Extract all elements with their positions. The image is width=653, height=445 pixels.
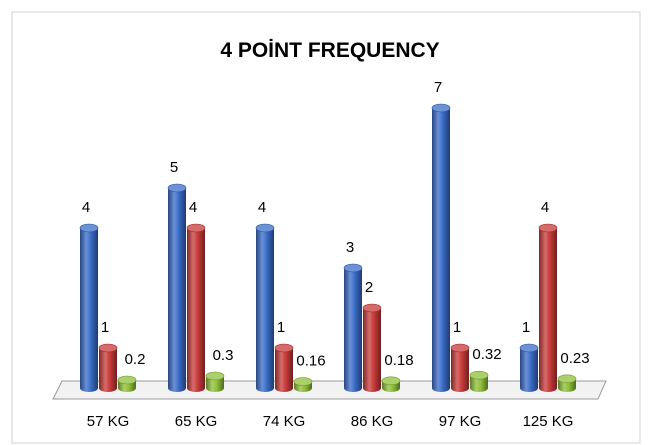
bar: [538, 223, 558, 392]
bar-body: [539, 228, 557, 392]
bar: [167, 183, 187, 392]
bar: [117, 375, 137, 392]
bar: [362, 303, 382, 392]
data-label: 3: [346, 239, 354, 256]
data-label: 4: [82, 199, 90, 216]
bar-top: [255, 223, 275, 233]
x-tick-label: 74 KG: [263, 413, 306, 430]
x-tick-label: 86 KG: [351, 413, 394, 430]
bar: [98, 343, 118, 392]
bar-body: [520, 348, 538, 392]
bar-top: [557, 374, 577, 384]
bar-top: [186, 223, 206, 233]
bar: [255, 223, 275, 392]
data-label: 1: [453, 319, 461, 336]
data-labels-group: 4 1 0.2 5 4 0.3 4 1 0.16 3 2 0.18 7 1 0.32 1 4 0.23: [82, 79, 590, 370]
bar: [381, 376, 401, 392]
bar-body: [187, 228, 205, 392]
data-label: 7: [434, 79, 442, 96]
bar-body: [344, 268, 362, 392]
bar: [186, 223, 206, 392]
data-label: 1: [277, 319, 285, 336]
bar-body: [451, 348, 469, 392]
bar-body: [80, 228, 98, 392]
bar: [79, 223, 99, 392]
bar-top: [450, 343, 470, 353]
data-label: 5: [170, 159, 178, 176]
x-tick-labels-group: 57 KG 65 KG 74 KG 86 KG 97 KG 125 KG: [87, 413, 574, 430]
data-label: 0.32: [472, 346, 501, 363]
x-tick-label: 97 KG: [439, 413, 482, 430]
data-label: 0.16: [296, 353, 325, 370]
bar-top: [381, 376, 401, 386]
bar-body: [432, 108, 450, 392]
x-tick-label: 125 KG: [523, 413, 574, 430]
data-label: 0.18: [384, 352, 413, 369]
x-tick-label: 57 KG: [87, 413, 130, 430]
data-label: 2: [365, 279, 373, 296]
bar-top: [117, 375, 137, 385]
bar: [293, 377, 313, 392]
bar: [469, 370, 489, 392]
bar-top: [274, 343, 294, 353]
bar-body: [256, 228, 274, 392]
bar: [557, 374, 577, 392]
bar: [274, 343, 294, 392]
data-label: 4: [541, 199, 549, 216]
data-label: 1: [101, 319, 109, 336]
bar-top: [293, 377, 313, 386]
data-label: 0.3: [213, 347, 234, 364]
bar-top: [205, 371, 225, 381]
bar-body: [275, 348, 293, 392]
bar-body: [99, 348, 117, 392]
bar-top: [519, 343, 539, 353]
bars-group: [79, 103, 577, 392]
bar-top: [362, 303, 382, 313]
bar-body: [470, 375, 488, 392]
bar-top: [343, 263, 363, 273]
x-tick-label: 65 KG: [175, 413, 218, 430]
bar-body: [206, 376, 224, 392]
data-label: 4: [258, 199, 266, 216]
bar: [519, 343, 539, 392]
data-label: 0.23: [560, 350, 589, 367]
bar-top: [167, 183, 187, 193]
data-label: 4: [189, 199, 197, 216]
data-label: 0.2: [125, 351, 146, 368]
bar-top: [431, 103, 451, 113]
bar-top: [469, 370, 489, 380]
bar: [205, 371, 225, 392]
bar-top: [79, 223, 99, 233]
bar: [431, 103, 451, 392]
chart-title: 4 POİNT FREQUENCY: [220, 39, 439, 62]
bar-body: [168, 188, 186, 392]
bar-body: [363, 308, 381, 392]
data-label: 1: [522, 319, 530, 336]
bar-top: [538, 223, 558, 233]
bar: [450, 343, 470, 392]
bar: [343, 263, 363, 392]
bar-top: [98, 343, 118, 353]
